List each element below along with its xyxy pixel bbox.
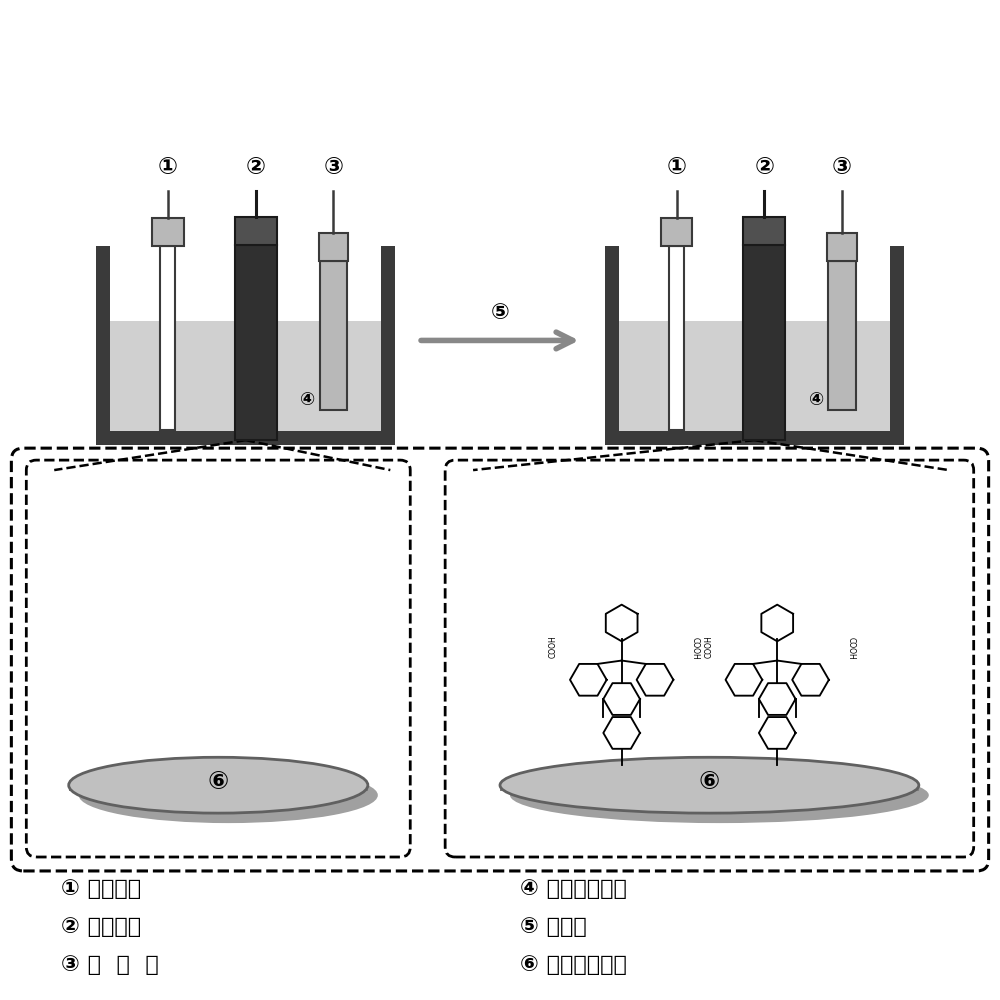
Ellipse shape bbox=[510, 767, 929, 823]
Bar bbox=[320, 261, 347, 410]
Text: ② 工作电极: ② 工作电极 bbox=[61, 917, 141, 937]
Text: ④: ④ bbox=[300, 391, 315, 409]
Text: COOH: COOH bbox=[704, 635, 713, 658]
Bar bbox=[381, 246, 395, 445]
Text: ① 参比电极: ① 参比电极 bbox=[61, 879, 141, 899]
Text: ①: ① bbox=[158, 155, 178, 179]
Text: ②: ② bbox=[754, 155, 774, 179]
Text: ③ 对  电  极: ③ 对 电 极 bbox=[61, 955, 159, 975]
Bar bbox=[605, 246, 619, 445]
Ellipse shape bbox=[79, 767, 378, 823]
Text: ⑥: ⑥ bbox=[699, 770, 720, 794]
Bar bbox=[110, 321, 381, 431]
Bar bbox=[661, 218, 692, 246]
Text: COOH: COOH bbox=[847, 637, 856, 660]
Text: ②: ② bbox=[246, 155, 266, 179]
Bar bbox=[235, 217, 277, 245]
Bar bbox=[160, 246, 175, 430]
Bar bbox=[619, 321, 890, 431]
Ellipse shape bbox=[500, 757, 919, 813]
Text: ⑤ 电还原: ⑤ 电还原 bbox=[520, 917, 587, 937]
Text: ⑤: ⑤ bbox=[491, 303, 509, 323]
Text: ①: ① bbox=[667, 155, 687, 179]
Text: ⑥ 工作电极表面: ⑥ 工作电极表面 bbox=[520, 955, 627, 975]
Bar bbox=[69, 785, 368, 791]
Bar bbox=[319, 233, 348, 261]
Bar bbox=[743, 217, 785, 245]
Bar bbox=[605, 431, 904, 445]
Bar bbox=[828, 261, 856, 410]
Text: ③: ③ bbox=[832, 155, 852, 179]
Bar bbox=[96, 246, 110, 445]
Text: ③: ③ bbox=[323, 155, 343, 179]
Text: COOH: COOH bbox=[549, 635, 558, 658]
Bar bbox=[152, 218, 184, 246]
Text: COOH: COOH bbox=[691, 637, 700, 660]
Bar bbox=[96, 431, 395, 445]
Bar bbox=[743, 245, 785, 440]
Text: ④ 重氮盐混合液: ④ 重氮盐混合液 bbox=[520, 879, 627, 899]
Bar bbox=[669, 246, 684, 430]
Bar bbox=[235, 245, 277, 440]
Bar bbox=[500, 785, 919, 791]
Bar bbox=[827, 233, 857, 261]
Bar bbox=[890, 246, 904, 445]
Ellipse shape bbox=[69, 757, 368, 813]
Text: ⑥: ⑥ bbox=[208, 770, 229, 794]
Text: ④: ④ bbox=[808, 391, 824, 409]
